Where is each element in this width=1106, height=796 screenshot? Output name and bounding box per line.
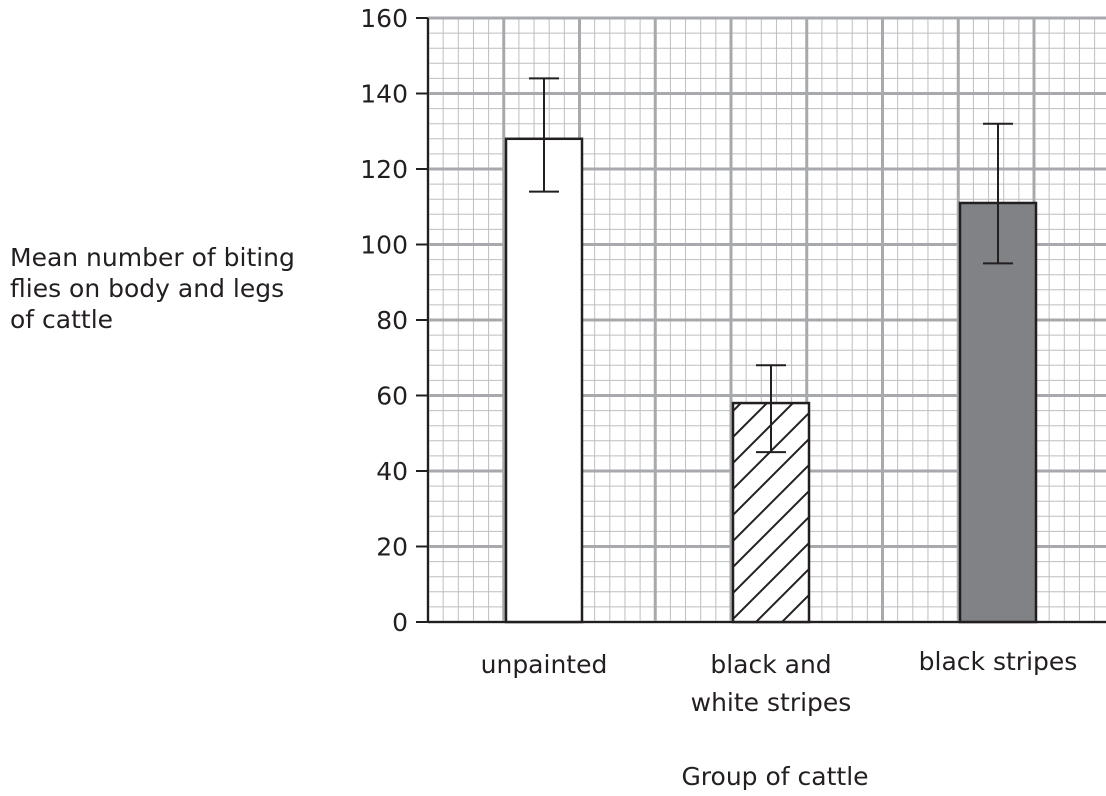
category-label: white stripes bbox=[691, 688, 852, 717]
category-label: unpainted bbox=[481, 650, 608, 679]
x-axis-label: Group of cattle bbox=[681, 762, 868, 791]
y-tick-label: 120 bbox=[360, 155, 408, 184]
category-labels: unpainted black and white stripes black str… bbox=[481, 647, 1078, 717]
y-axis-label: Mean number of biting flies on body and … bbox=[10, 242, 330, 335]
y-tick-label: 20 bbox=[376, 533, 408, 562]
y-tick-label: 140 bbox=[360, 80, 408, 109]
category-label: black and bbox=[710, 650, 831, 679]
bar bbox=[960, 203, 1036, 622]
y-tick-label: 80 bbox=[376, 306, 408, 335]
y-tick-labels: 0 20 40 60 80 100 120 140 160 bbox=[360, 4, 408, 637]
y-tick-label: 40 bbox=[376, 457, 408, 486]
y-tick-label: 60 bbox=[376, 382, 408, 411]
y-tick-label: 0 bbox=[392, 608, 408, 637]
y-axis-label-line: Mean number of biting bbox=[10, 242, 330, 273]
y-axis-label-line: flies on body and legs bbox=[10, 273, 330, 304]
y-tick-label: 160 bbox=[360, 4, 408, 33]
category-label: black stripes bbox=[919, 647, 1078, 676]
y-tick-label: 100 bbox=[360, 231, 408, 260]
bar bbox=[506, 139, 582, 622]
y-axis-label-line: of cattle bbox=[10, 304, 330, 335]
